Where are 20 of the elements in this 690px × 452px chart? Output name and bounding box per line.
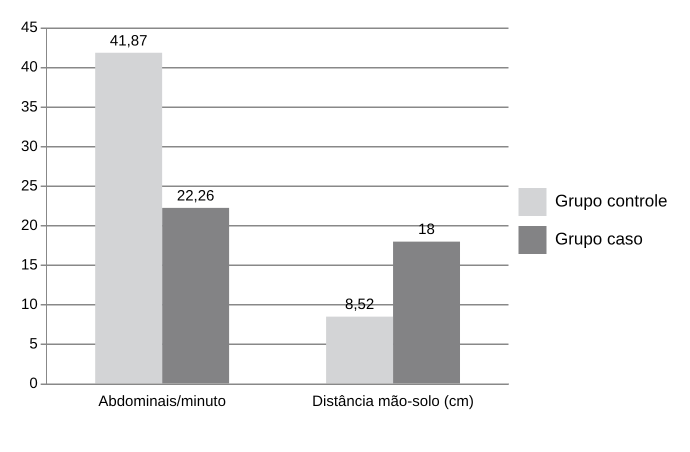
data-label: 41,87 bbox=[110, 32, 148, 50]
data-label: 18 bbox=[418, 221, 435, 238]
bar bbox=[95, 52, 162, 384]
y-tick-label: 10 bbox=[20, 296, 38, 314]
y-tick-label: 35 bbox=[20, 98, 38, 116]
bar bbox=[326, 316, 394, 384]
y-tick-label: 25 bbox=[20, 177, 38, 194]
x-tick-label: Distância mão-solo (cm) bbox=[312, 393, 474, 410]
x-tick-label: Abdominais/minuto bbox=[98, 393, 226, 410]
y-tick-label: 15 bbox=[20, 256, 38, 274]
legend-label: Grupo controle bbox=[555, 192, 668, 211]
data-label: 22,26 bbox=[176, 188, 214, 205]
y-tick-label: 20 bbox=[20, 216, 38, 234]
data-label: 8,52 bbox=[344, 296, 374, 314]
y-tick-label: 40 bbox=[20, 58, 38, 76]
legend-label: Grupo caso bbox=[555, 230, 643, 249]
y-tick-label: 45 bbox=[20, 19, 38, 36]
y-tick-label: 30 bbox=[20, 138, 38, 155]
y-tick-label: 0 bbox=[29, 375, 38, 392]
y-tick-label: 5 bbox=[29, 336, 38, 353]
